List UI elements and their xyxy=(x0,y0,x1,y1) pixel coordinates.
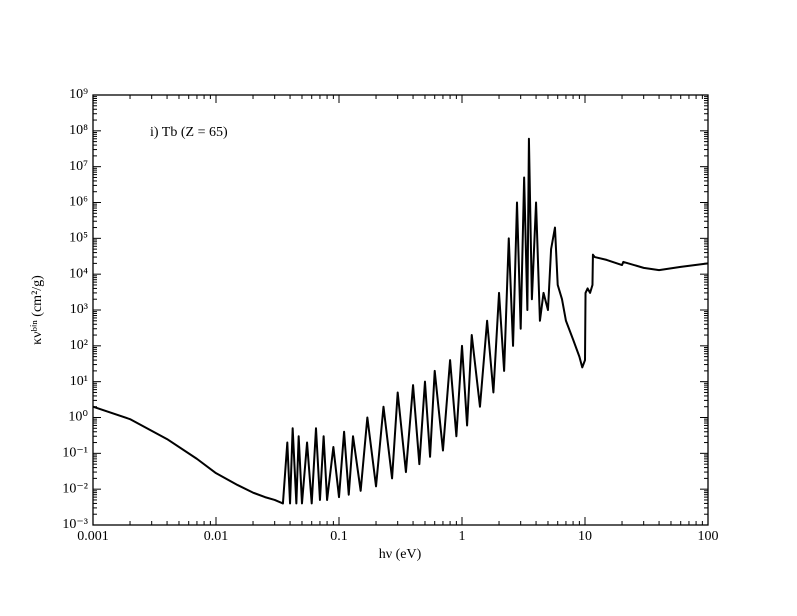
y-tick-label: 10² xyxy=(70,338,88,353)
x-tick-label: 0.1 xyxy=(330,529,348,544)
y-tick-label: 10³ xyxy=(70,302,88,317)
x-axis-label: hν (eV) xyxy=(379,547,422,562)
plot-frame xyxy=(92,94,709,526)
y-tick-label: 10⁻¹ xyxy=(62,446,88,461)
y-tick-label: 10⁶ xyxy=(69,195,88,210)
y-tick-label: 10⁷ xyxy=(69,159,88,174)
y-tick-label: 10⁻³ xyxy=(62,517,88,532)
y-tick-label: 10¹ xyxy=(70,374,88,389)
x-tick-label: 0.01 xyxy=(204,529,229,544)
x-tick-label: 1 xyxy=(459,529,466,544)
annotation: i) Tb (Z = 65) xyxy=(150,125,228,140)
data-line xyxy=(92,137,709,505)
x-tick-label: 0.001 xyxy=(77,529,109,544)
y-tick-label: 10⁹ xyxy=(69,87,88,102)
y-axis-label: κνᵇⁱⁿ (cm²/g) xyxy=(30,275,45,345)
y-tick-label: 10⁰ xyxy=(68,410,88,425)
y-tick-label: 10⁴ xyxy=(69,266,88,281)
y-tick-label: 10⁸ xyxy=(69,123,88,138)
x-tick-label: 100 xyxy=(698,529,719,544)
x-tick-label: 10 xyxy=(578,529,592,544)
y-tick-label: 10⁻² xyxy=(62,481,88,496)
y-tick-label: 10⁵ xyxy=(69,231,88,246)
